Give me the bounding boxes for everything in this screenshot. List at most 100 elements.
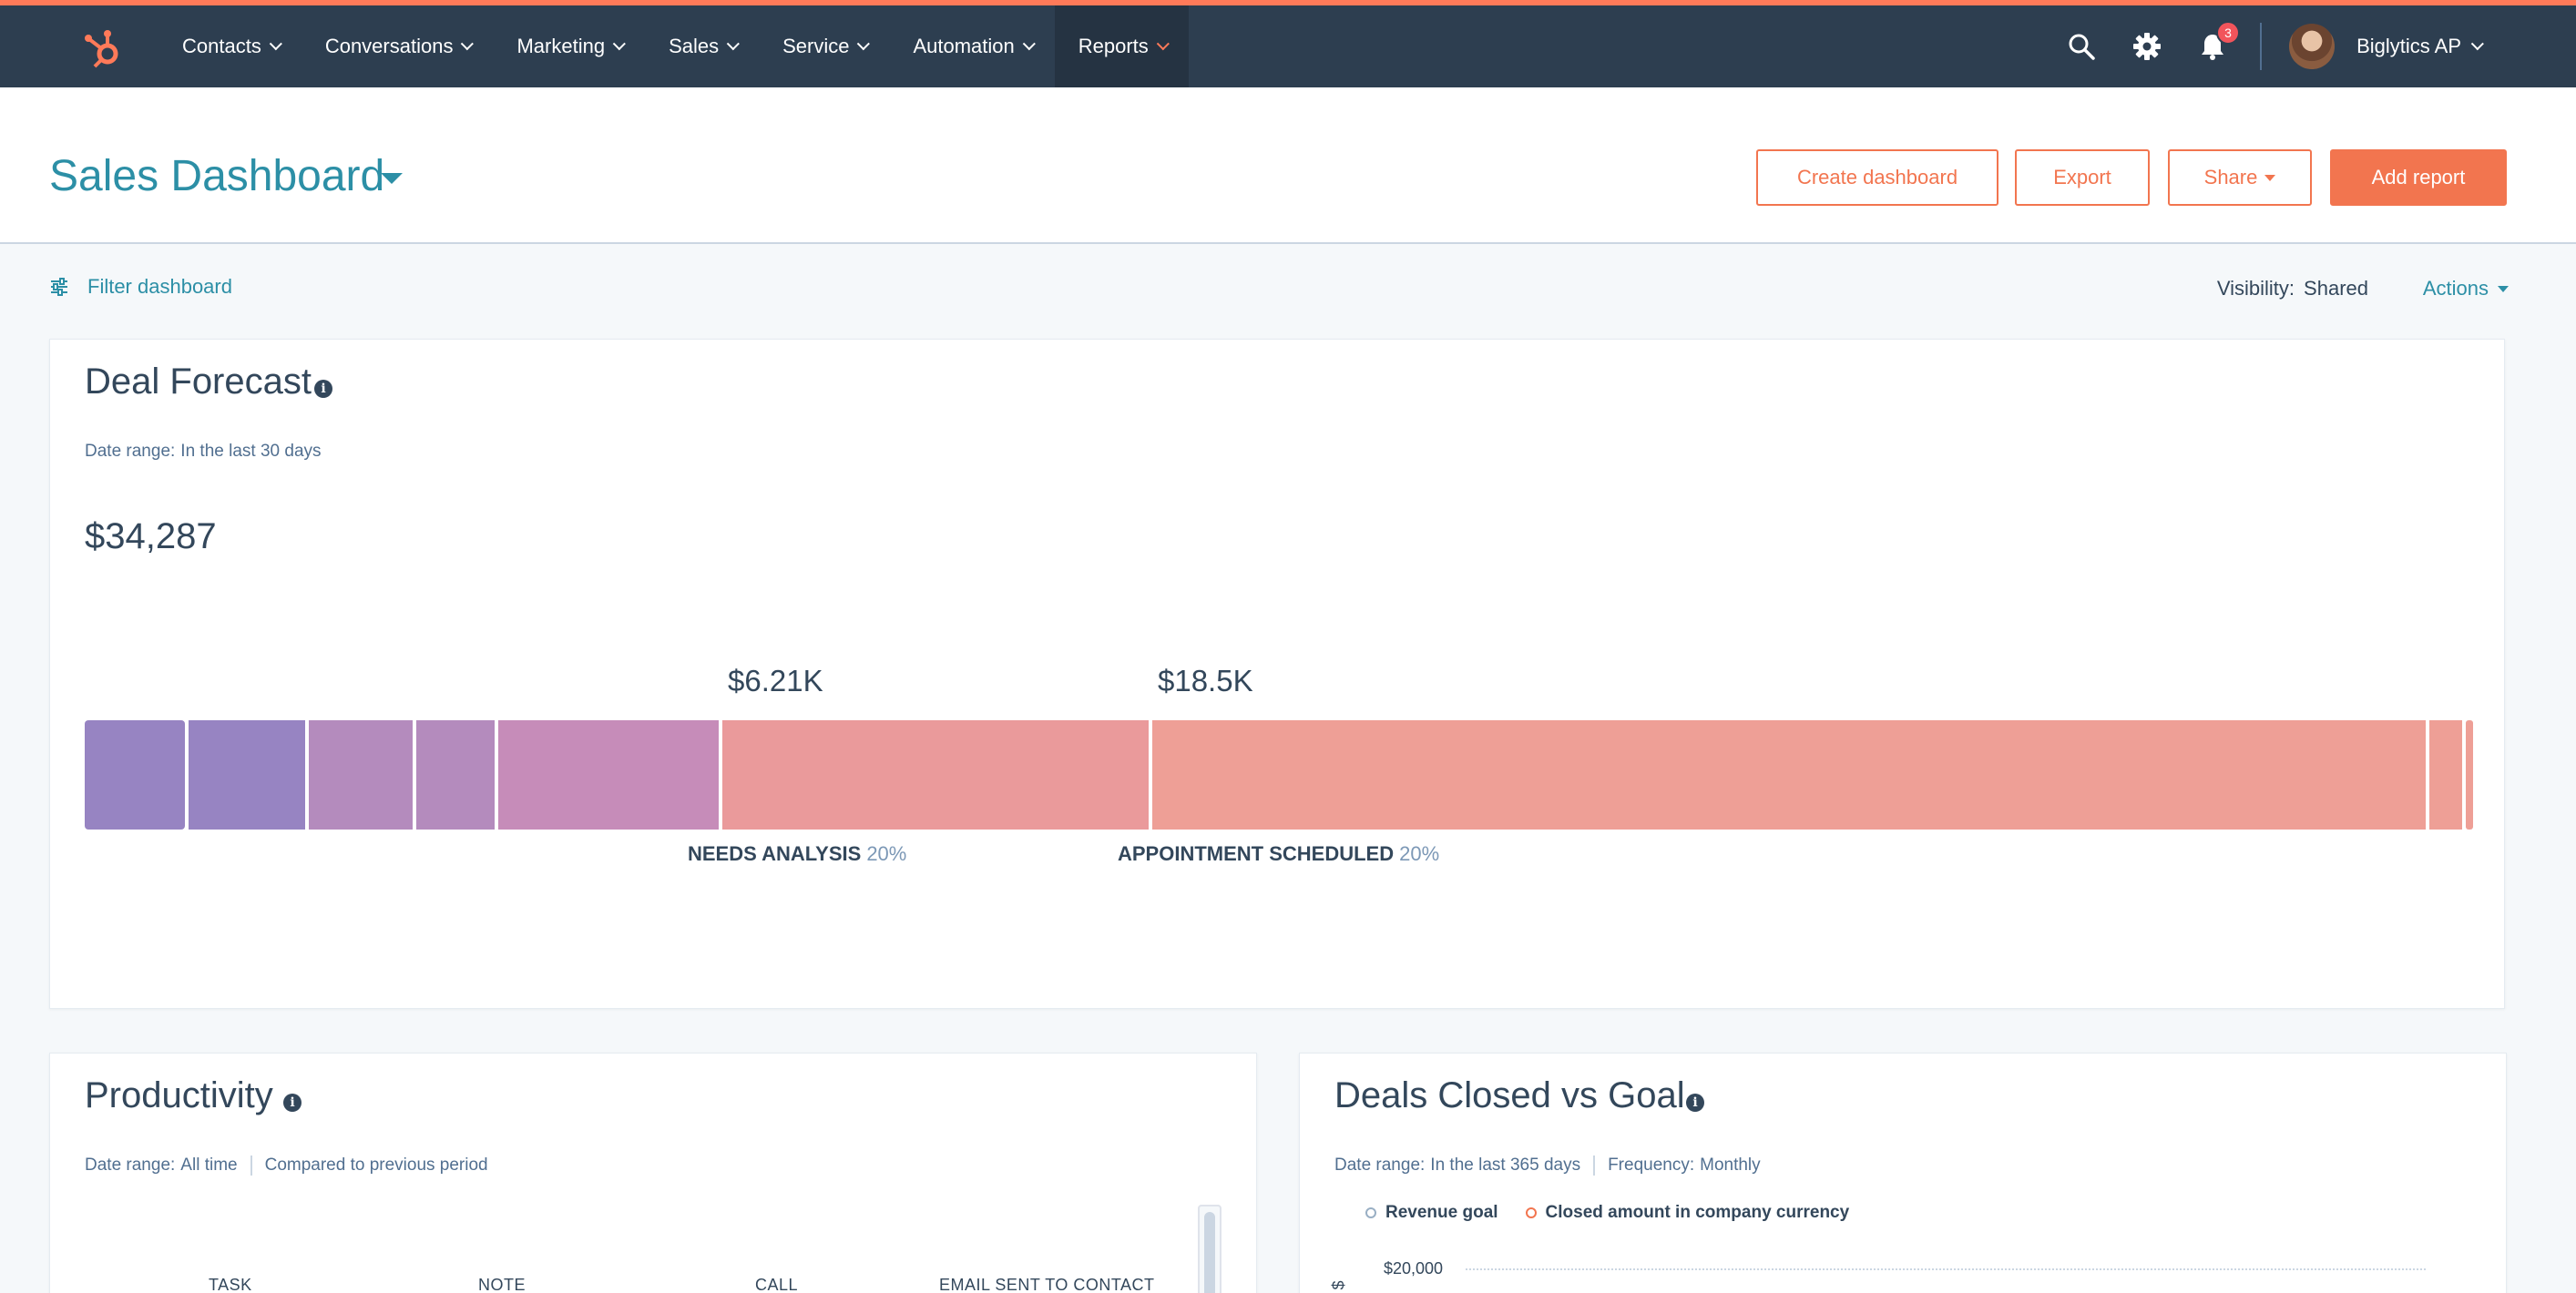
nav-label: Automation (913, 35, 1015, 57)
legend-label: Closed amount in company currency (1545, 1203, 1850, 1222)
column-header[interactable]: NOTE (478, 1276, 526, 1293)
chevron-down-icon (612, 37, 626, 51)
date-range-label: Date range: (85, 442, 176, 461)
visibility-status: Visibility: Shared (2217, 277, 2368, 300)
card-title: Deals Closed vs Goal (1334, 1075, 1685, 1115)
forecast-segment-bar (85, 720, 2473, 830)
nav-label: Service (782, 35, 850, 57)
stage-caption: APPOINTMENT SCHEDULED 20% (1118, 842, 1439, 866)
actions-label: Actions (2422, 277, 2489, 300)
deals-closed-card: Deals Closed vs Goal i Date range: In the… (1299, 1053, 2507, 1293)
bar-segment[interactable] (85, 720, 185, 830)
export-button[interactable]: Export (2015, 149, 2150, 206)
date-range: Date range: In the last 365 days Frequenc… (1334, 1156, 1761, 1176)
date-range: Date range: In the last 30 days (85, 442, 322, 462)
date-range-value: In the last 30 days (180, 442, 322, 461)
nav-label: Contacts (182, 35, 261, 57)
top-navigation: Contacts Conversations Marketing Sales S… (0, 0, 2576, 87)
deal-forecast-card: Deal Forecast i Date range: In the last 3… (49, 339, 2505, 1009)
forecast-total: $34,287 (85, 516, 217, 556)
nav-label: Conversations (324, 35, 454, 57)
column-header[interactable]: TASK (209, 1276, 252, 1293)
visibility-value: Shared (2304, 277, 2368, 300)
nav-contacts[interactable]: Contacts (158, 5, 302, 87)
bar-segment[interactable] (2466, 720, 2473, 830)
nav-divider (2260, 23, 2263, 70)
stage-caption: NEEDS ANALYSIS 20% (688, 842, 906, 866)
bar-segment[interactable] (189, 720, 305, 830)
stage-pct: 20% (866, 842, 907, 865)
productivity-card: Productivity i Date range: All time Compa… (49, 1053, 1257, 1293)
nav-label: Marketing (516, 35, 606, 57)
stage-name: APPOINTMENT SCHEDULED (1118, 842, 1395, 865)
date-range-value: All time (180, 1156, 238, 1175)
notification-count-badge: 3 (2216, 21, 2241, 45)
date-range: Date range: All time Compared to previous… (85, 1156, 488, 1176)
caret-down-icon (2498, 285, 2509, 292)
nav-automation[interactable]: Automation (889, 5, 1054, 87)
y-axis-tick: $20,000 (1384, 1259, 1444, 1278)
legend-marker-icon (1365, 1207, 1376, 1218)
bar-segment[interactable] (722, 720, 1149, 830)
nav-marketing[interactable]: Marketing (493, 5, 645, 87)
info-icon[interactable]: i (314, 380, 332, 398)
nav-service[interactable]: Service (759, 5, 889, 87)
stage-amount: $6.21K (728, 664, 823, 697)
scrollbar[interactable] (1198, 1205, 1222, 1293)
column-header[interactable]: CALL (755, 1276, 799, 1293)
legend-item[interactable]: Closed amount in company currency (1525, 1203, 1850, 1223)
chevron-down-icon (2470, 37, 2484, 51)
stage-amount: $18.5K (1158, 664, 1253, 697)
nav-label: Sales (669, 35, 720, 57)
notifications-button[interactable]: 3 (2194, 21, 2241, 65)
compare-label: Compared to previous period (264, 1156, 488, 1175)
legend-item[interactable]: Revenue goal (1365, 1203, 1498, 1223)
chart-legend: Revenue goal Closed amount in company cu… (1365, 1203, 1876, 1223)
chevron-down-icon (461, 37, 475, 51)
chevron-down-icon (857, 37, 871, 51)
card-title: Deal Forecast (85, 361, 312, 402)
settings-button[interactable] (2129, 28, 2165, 65)
share-button[interactable]: Share (2168, 149, 2312, 206)
create-dashboard-button[interactable]: Create dashboard (1756, 149, 1998, 206)
account-menu[interactable]: Biglytics AP (2356, 35, 2484, 58)
chevron-down-icon (1156, 37, 1170, 51)
nav-sales[interactable]: Sales (645, 5, 759, 87)
date-range-label: Date range: (85, 1156, 176, 1175)
stage-name: NEEDS ANALYSIS (688, 842, 862, 865)
nav-reports[interactable]: Reports (1054, 5, 1189, 87)
nav-conversations[interactable]: Conversations (302, 5, 494, 87)
account-name: Biglytics AP (2356, 35, 2461, 57)
info-icon[interactable]: i (1686, 1094, 1704, 1112)
date-range-value: In the last 365 days (1430, 1156, 1581, 1175)
add-report-button[interactable]: Add report (2330, 149, 2507, 206)
chevron-down-icon (726, 37, 741, 51)
bar-segment[interactable] (309, 720, 413, 830)
column-header[interactable]: EMAIL SENT TO CONTACT (939, 1276, 1155, 1293)
page-title[interactable]: Sales Dashboard (49, 152, 385, 200)
frequency-label: Frequency: (1608, 1156, 1695, 1175)
bar-segment[interactable] (1152, 720, 2426, 830)
date-range-label: Date range: (1334, 1156, 1426, 1175)
search-button[interactable] (2063, 28, 2100, 65)
dashboard-switcher-caret-icon[interactable] (381, 173, 403, 184)
gear-icon (2133, 33, 2162, 60)
frequency-value: Monthly (1700, 1156, 1761, 1175)
actions-dropdown[interactable]: Actions (2423, 277, 2509, 300)
bar-segment[interactable] (416, 720, 495, 830)
caret-down-icon (2264, 174, 2276, 181)
avatar[interactable] (2289, 24, 2336, 69)
chevron-down-icon (1022, 37, 1036, 51)
meta-separator (1593, 1156, 1596, 1176)
gridline (1466, 1268, 2426, 1270)
scrollbar-thumb[interactable] (1204, 1212, 1215, 1293)
hubspot-logo-icon[interactable] (80, 25, 128, 73)
bar-segment[interactable] (2429, 720, 2462, 830)
y-axis-label: $ (1329, 1280, 1348, 1290)
bar-segment[interactable] (498, 720, 719, 830)
filter-sliders-icon (51, 278, 67, 296)
filter-dashboard-link[interactable]: Filter dashboard (49, 275, 232, 299)
chevron-down-icon (269, 37, 282, 51)
info-icon[interactable]: i (283, 1094, 302, 1112)
search-icon (2069, 34, 2095, 60)
